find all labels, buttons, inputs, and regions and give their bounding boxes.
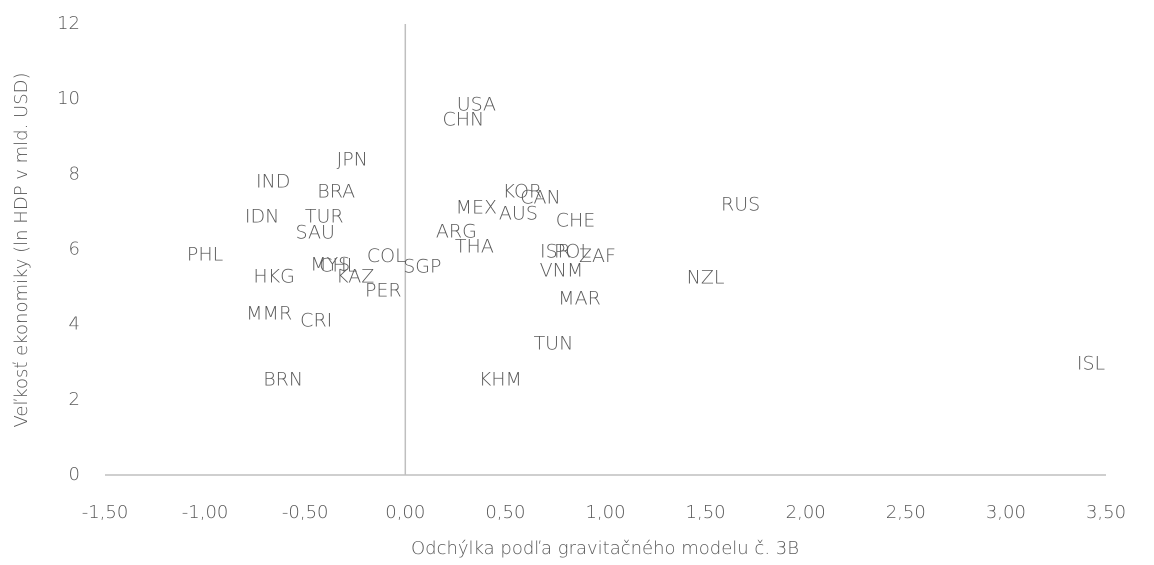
point-label: JPN bbox=[337, 149, 368, 171]
x-tick-label: 1,00 bbox=[585, 502, 625, 523]
point-label: KHM bbox=[479, 368, 522, 390]
point-label: ARG bbox=[436, 221, 477, 243]
point-label: VNM bbox=[540, 259, 584, 281]
point-label: TUN bbox=[534, 333, 574, 355]
point-label: NZL bbox=[687, 267, 725, 289]
y-tick-label: 8 bbox=[69, 163, 80, 184]
point-label: IDN bbox=[245, 206, 279, 228]
x-tick-label: 3,50 bbox=[1086, 502, 1126, 523]
point-label: BRA bbox=[317, 180, 355, 202]
point-label: SAU bbox=[296, 221, 335, 243]
point-label: PER bbox=[365, 280, 402, 302]
y-tick-label: 10 bbox=[57, 88, 80, 109]
x-tick-label: -1,00 bbox=[182, 502, 229, 523]
y-tick-label: 4 bbox=[69, 314, 80, 335]
point-label: CAN bbox=[520, 187, 560, 209]
point-label: CHL bbox=[319, 255, 357, 277]
point-label: POL bbox=[554, 241, 591, 263]
point-label: PHL bbox=[187, 244, 223, 266]
point-label: CRI bbox=[300, 309, 332, 331]
y-tick-label: 6 bbox=[69, 239, 80, 260]
y-tick-label: 12 bbox=[57, 13, 80, 34]
x-tick-label: -1,50 bbox=[82, 502, 129, 523]
x-tick-label: 1,50 bbox=[686, 502, 726, 523]
x-axis-title: Odchýlka podľa gravitačného modelu č. 3B bbox=[411, 538, 799, 559]
x-tick-label: 0,00 bbox=[385, 502, 425, 523]
point-label: KOR bbox=[503, 180, 543, 202]
point-label: MYS bbox=[310, 253, 350, 275]
point-label: RUS bbox=[721, 194, 760, 216]
point-label: ISL bbox=[1077, 353, 1105, 375]
x-tick-label: 0,50 bbox=[485, 502, 525, 523]
point-label: MAR bbox=[558, 288, 601, 310]
x-tick-label: 2,00 bbox=[786, 502, 826, 523]
point-label: USA bbox=[457, 94, 496, 116]
point-label: MMR bbox=[246, 303, 292, 325]
point-label: ISR bbox=[540, 241, 571, 263]
point-label: CHE bbox=[556, 209, 596, 231]
point-label: IND bbox=[256, 171, 290, 193]
point-label: KAZ bbox=[336, 265, 374, 287]
point-label: MEX bbox=[456, 197, 497, 219]
point-label: COL bbox=[367, 245, 406, 267]
x-tick-label: -0,50 bbox=[282, 502, 329, 523]
point-label: THA bbox=[455, 236, 494, 258]
point-label: ZAF bbox=[579, 245, 616, 267]
y-tick-label: 0 bbox=[69, 464, 80, 485]
x-tick-label: 3,00 bbox=[986, 502, 1026, 523]
point-label: HKG bbox=[253, 265, 294, 287]
point-label: SGP bbox=[403, 256, 441, 278]
point-label: AUS bbox=[499, 203, 538, 225]
y-axis-title: Veľkosť ekonomiky (ln HDP v mld. USD) bbox=[11, 72, 32, 427]
y-tick-label: 2 bbox=[69, 389, 80, 410]
point-label: TUR bbox=[305, 206, 344, 228]
point-label: BRN bbox=[263, 368, 303, 390]
x-tick-label: 2,50 bbox=[886, 502, 926, 523]
point-label: CHN bbox=[442, 109, 484, 131]
